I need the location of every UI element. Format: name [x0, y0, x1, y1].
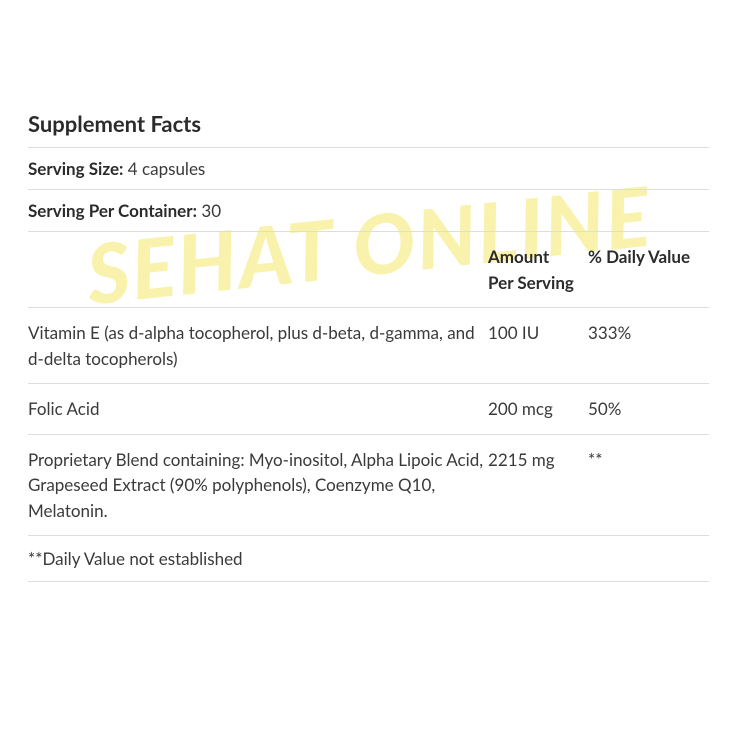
table-row: Proprietary Blend containing: Myo-inosit…	[28, 435, 709, 537]
ingredient-amount: 2215 mg	[488, 447, 588, 524]
header-dv: % Daily Value	[588, 244, 709, 295]
ingredient-dv: 333%	[588, 320, 709, 371]
header-name	[28, 244, 488, 295]
ingredient-dv: **	[588, 447, 709, 524]
serving-size-label: Serving Size:	[28, 158, 123, 179]
serving-per-container-value: 30	[197, 200, 221, 221]
ingredient-name: Vitamin E (as d-alpha tocopherol, plus d…	[28, 320, 488, 371]
table-row: Folic Acid 200 mcg 50%	[28, 384, 709, 435]
serving-per-container-row: Serving Per Container: 30	[28, 190, 709, 232]
supplement-facts-panel: Supplement Facts Serving Size: 4 capsule…	[0, 0, 737, 582]
ingredient-name: Folic Acid	[28, 396, 488, 422]
serving-size-value: 4 capsules	[123, 158, 205, 179]
table-header-row: Amount Per Serving % Daily Value	[28, 232, 709, 308]
footnote: **Daily Value not established	[28, 536, 709, 582]
serving-per-container-label: Serving Per Container:	[28, 200, 197, 221]
ingredient-dv: 50%	[588, 396, 709, 422]
header-amount: Amount Per Serving	[488, 244, 588, 295]
panel-title: Supplement Facts	[28, 110, 709, 148]
ingredient-amount: 100 IU	[488, 320, 588, 371]
serving-size-row: Serving Size: 4 capsules	[28, 148, 709, 190]
ingredient-amount: 200 mcg	[488, 396, 588, 422]
table-row: Vitamin E (as d-alpha tocopherol, plus d…	[28, 308, 709, 384]
ingredient-name: Proprietary Blend containing: Myo-inosit…	[28, 447, 488, 524]
